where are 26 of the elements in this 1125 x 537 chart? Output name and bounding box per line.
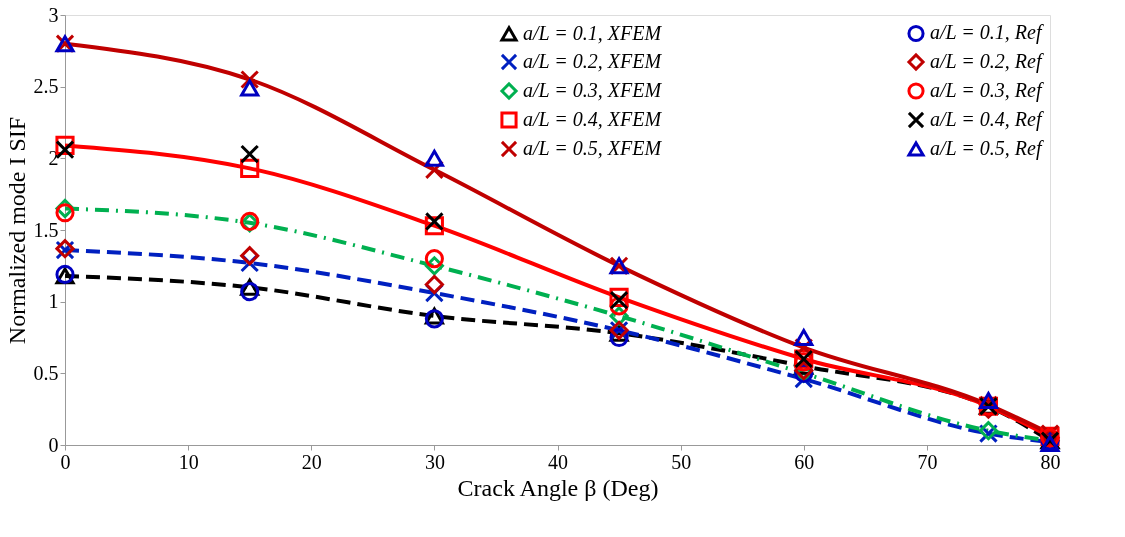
legend-label: a/L = 0.5, Ref (930, 137, 1044, 160)
legend-label: a/L = 0.5, XFEM (523, 137, 663, 159)
y-tick-label: 0.5 (33, 361, 59, 384)
legend-label: a/L = 0.2, XFEM (523, 50, 663, 72)
legend-label: a/L = 0.1, XFEM (523, 21, 663, 44)
legend-label: a/L = 0.4, XFEM (523, 108, 663, 130)
legend-label: a/L = 0.1, Ref (930, 21, 1044, 45)
y-tick-label: 1.5 (33, 218, 59, 241)
x-tick-label: 10 (178, 450, 199, 473)
x-tick-label: 60 (794, 450, 815, 473)
legend-label: a/L = 0.2, Ref (930, 50, 1044, 73)
x-tick-label: 30 (424, 450, 445, 473)
x-tick-label: 80 (1040, 450, 1061, 473)
x-axis-title: Crack Angle β (Deg) (457, 474, 659, 501)
y-tick-label: 0 (48, 433, 59, 456)
x-tick-label: 50 (671, 450, 692, 473)
legend-label: a/L = 0.4, Ref (930, 108, 1044, 131)
y-tick-label: 1 (48, 290, 59, 313)
legend-label: a/L = 0.3, XFEM (523, 79, 663, 101)
x-tick-label: 20 (301, 450, 322, 473)
x-tick-label: 70 (917, 450, 938, 473)
x-tick-label: 40 (548, 450, 568, 473)
legend-label: a/L = 0.3, Ref (930, 79, 1044, 102)
y-tick-label: 2.5 (33, 75, 59, 98)
y-axis-title: Normalized mode I SIF (3, 116, 30, 345)
y-tick-label: 3 (48, 3, 59, 26)
